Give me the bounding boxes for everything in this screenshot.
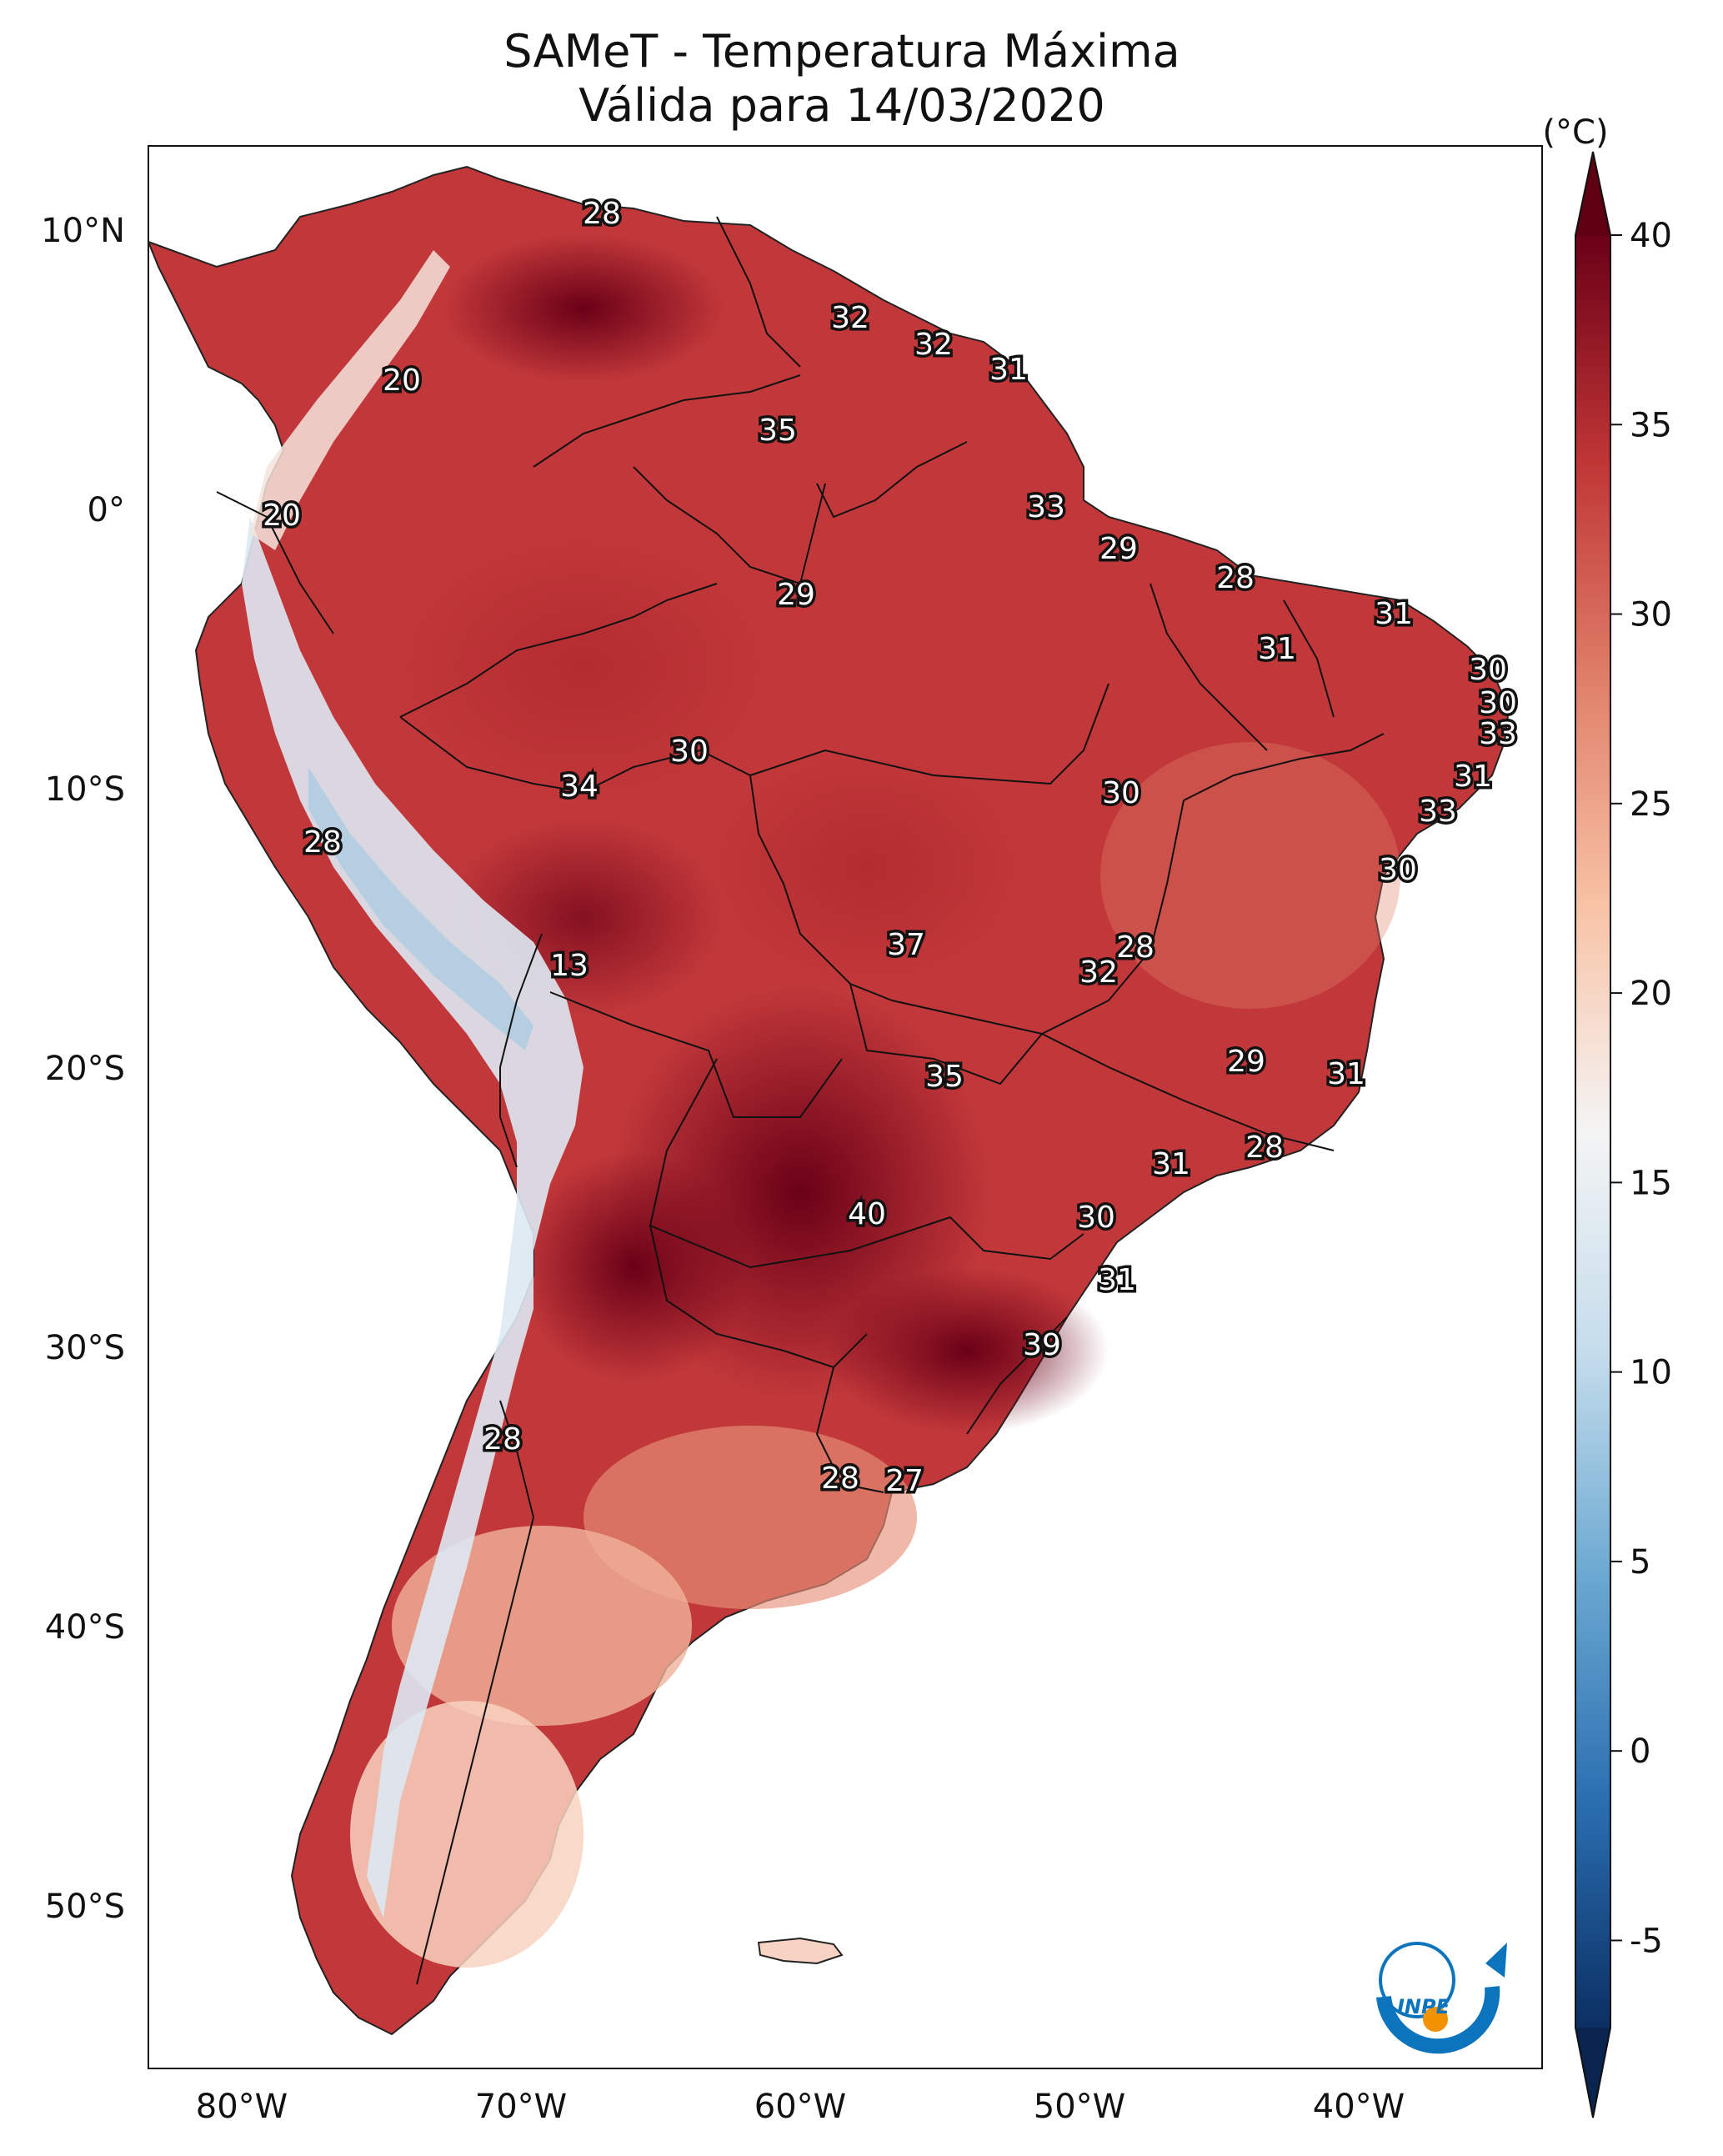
temp-label: 33 bbox=[1419, 795, 1457, 829]
colorbar-tick-label: 30 bbox=[1630, 596, 1672, 634]
temp-label: 31 bbox=[989, 353, 1028, 387]
inpe-logo: INPE bbox=[1376, 1942, 1507, 2054]
temp-label: 32 bbox=[1079, 955, 1118, 990]
temp-label: 27 bbox=[885, 1464, 924, 1498]
logo-arrow bbox=[1485, 1943, 1507, 1978]
temp-label: 31 bbox=[1152, 1147, 1190, 1181]
hot-region-south-brazil bbox=[825, 1267, 1109, 1434]
colorbar-tick-label: 40 bbox=[1630, 217, 1672, 255]
temp-label: 31 bbox=[1258, 632, 1296, 666]
temp-label: 31 bbox=[1098, 1263, 1136, 1297]
temp-label: 20 bbox=[383, 364, 421, 398]
logo-text: INPE bbox=[1397, 1995, 1450, 2018]
temp-label: 39 bbox=[1023, 1328, 1061, 1362]
lat-label: 10°S bbox=[45, 770, 125, 809]
lat-label: 50°S bbox=[45, 1888, 125, 1926]
logo-ring bbox=[1379, 1942, 1455, 2018]
mild-region-pampas bbox=[584, 1426, 917, 1609]
temp-label: 28 bbox=[821, 1462, 859, 1496]
colorbar-tick-label: 35 bbox=[1630, 406, 1672, 444]
temp-label: 30 bbox=[1077, 1201, 1115, 1235]
longitude-labels: 80°W 70°W 60°W 50°W 40°W bbox=[196, 2088, 1405, 2126]
map-area bbox=[148, 165, 1510, 2036]
lon-label: 40°W bbox=[1313, 2088, 1405, 2126]
andes-blue-core bbox=[308, 767, 533, 1050]
warm-region-mato-grosso bbox=[700, 742, 1034, 992]
temp-label: 29 bbox=[1227, 1045, 1265, 1079]
temp-label: 35 bbox=[925, 1060, 964, 1094]
temp-label: 30 bbox=[670, 735, 709, 769]
colorbar-ticks: 40 35 30 25 20 15 10 5 0 -5 bbox=[1610, 217, 1672, 1960]
temp-label: 34 bbox=[560, 770, 599, 804]
colorbar-tick-label: 25 bbox=[1630, 785, 1672, 824]
temp-label: 13 bbox=[550, 949, 589, 983]
map-subtitle: Válida para 14/03/2020 bbox=[579, 79, 1104, 132]
temp-label: 33 bbox=[1027, 490, 1065, 524]
lat-label: 20°S bbox=[45, 1050, 125, 1088]
temp-label: 28 bbox=[583, 197, 621, 231]
colorbar-gradient-bar bbox=[1575, 235, 1610, 2028]
colorbar-tick-label: 15 bbox=[1630, 1164, 1672, 1202]
colorbar-tick-label: 0 bbox=[1630, 1732, 1650, 1771]
logo-dot bbox=[1423, 2007, 1448, 2032]
temp-label: 20 bbox=[263, 499, 301, 533]
temp-label: 35 bbox=[759, 414, 797, 448]
temp-label: 37 bbox=[887, 928, 925, 962]
mild-region-patagonia-north bbox=[392, 1526, 692, 1726]
temp-label: 30 bbox=[1469, 653, 1507, 687]
lon-label: 60°W bbox=[754, 2088, 846, 2126]
temp-label: 31 bbox=[1454, 760, 1492, 794]
warm-region-amazonas bbox=[383, 525, 784, 809]
temp-label: 28 bbox=[1245, 1131, 1284, 1165]
colorbar-top-arrow bbox=[1575, 152, 1610, 235]
temp-label: 29 bbox=[777, 578, 815, 612]
temp-label: 31 bbox=[1327, 1057, 1365, 1091]
temp-label: 32 bbox=[831, 301, 869, 335]
lon-label: 50°W bbox=[1034, 2088, 1125, 2126]
hot-region-venezuela bbox=[442, 233, 725, 384]
colombia-andes-cool bbox=[250, 250, 450, 550]
mild-region-bahia bbox=[1100, 742, 1400, 1009]
political-borders bbox=[216, 216, 1385, 1985]
lon-label: 80°W bbox=[196, 2088, 288, 2126]
lat-label: 0° bbox=[88, 491, 125, 529]
temp-label: 30 bbox=[1479, 686, 1517, 720]
colorbar-tick-label: 5 bbox=[1630, 1543, 1650, 1582]
colorbar-tick-label: 20 bbox=[1630, 975, 1672, 1013]
colorbar-tick-label: -5 bbox=[1630, 1922, 1663, 1960]
temp-label: 31 bbox=[1375, 597, 1413, 631]
lon-label: 70°W bbox=[475, 2088, 567, 2126]
temperature-labels: 28 32 32 31 20 35 20 33 29 28 29 31 31 3… bbox=[260, 194, 1520, 1502]
temp-label: 28 bbox=[303, 825, 342, 860]
hot-region-chaco bbox=[517, 1151, 750, 1384]
temp-label: 28 bbox=[483, 1422, 522, 1457]
temp-label: 30 bbox=[1102, 776, 1140, 810]
logo-swoosh bbox=[1376, 1986, 1500, 2054]
colorbar-bottom-arrow bbox=[1575, 2028, 1610, 2118]
colorbar: (°C) 40 35 30 25 20 15 10 5 0 -5 bbox=[1542, 113, 1672, 2118]
temp-label: 33 bbox=[1479, 717, 1517, 751]
temp-label: 29 bbox=[1099, 532, 1138, 566]
lat-label: 30°S bbox=[45, 1329, 125, 1367]
lat-label: 10°N bbox=[41, 212, 125, 250]
map-title: SAMeT - Temperatura Máxima bbox=[503, 25, 1180, 78]
temp-label: 40 bbox=[848, 1197, 886, 1231]
temp-label: 30 bbox=[1379, 853, 1417, 887]
latitude-labels: 10°N 0° 10°S 20°S 30°S 40°S 50°S bbox=[41, 212, 125, 1926]
andes-cool-strip bbox=[242, 517, 584, 1918]
temp-label: 32 bbox=[914, 328, 953, 362]
temp-label: 28 bbox=[1116, 930, 1155, 965]
colorbar-unit: (°C) bbox=[1542, 113, 1608, 152]
colorbar-tick-label: 10 bbox=[1630, 1354, 1672, 1392]
falkland-islands bbox=[757, 1937, 844, 1965]
lat-label: 40°S bbox=[45, 1608, 125, 1647]
temp-label: 28 bbox=[1216, 561, 1255, 595]
